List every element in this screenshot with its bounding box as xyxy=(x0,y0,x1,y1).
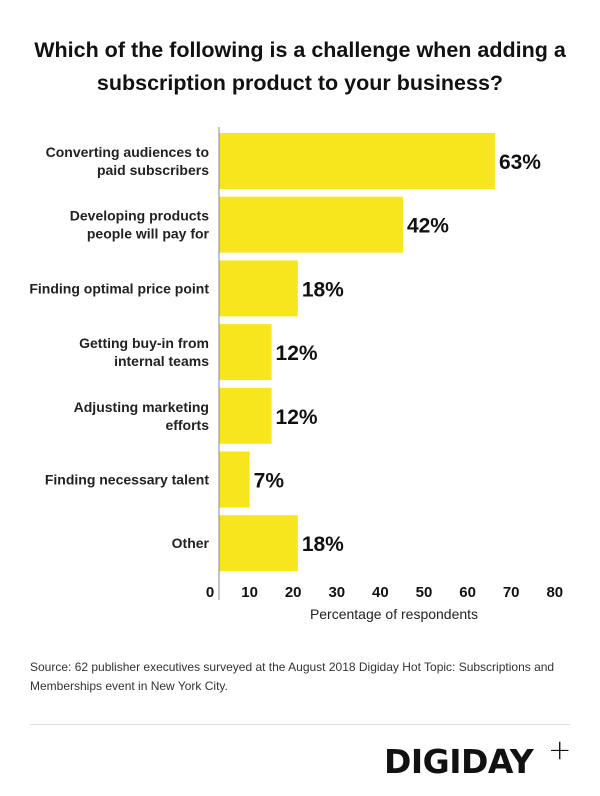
category-label-line: paid subscribers xyxy=(97,162,209,178)
category-label-line: efforts xyxy=(165,417,209,433)
category-label-line: people will pay for xyxy=(87,226,210,242)
data-label: 12% xyxy=(276,342,318,365)
x-tick-label: 10 xyxy=(241,584,258,601)
data-label: 18% xyxy=(302,278,344,301)
category-label-line: Finding optimal price point xyxy=(29,280,209,296)
category-label-line: Converting audiences to xyxy=(46,144,209,160)
x-tick-label: 60 xyxy=(459,584,476,601)
data-label: 18% xyxy=(302,533,344,556)
category-label: Converting audiences to paid subscribers xyxy=(46,144,210,178)
bar xyxy=(219,133,495,189)
x-tick-label: 50 xyxy=(416,584,433,601)
plus-icon: + xyxy=(548,733,572,766)
digiday-logo: DIGIDAY xyxy=(384,742,534,781)
x-tick-label: 20 xyxy=(285,584,302,601)
data-label: 42% xyxy=(407,215,449,238)
x-tick-label: 0 xyxy=(206,584,214,601)
source-note: Source: 62 publisher executives surveyed… xyxy=(30,660,555,693)
bar xyxy=(219,515,298,572)
x-tick-label: 80 xyxy=(546,584,563,601)
category-label-line: Getting buy-in from xyxy=(79,335,209,351)
category-label-line: Developing products xyxy=(70,208,209,224)
category-label-line: Adjusting marketing xyxy=(74,399,209,415)
category-label: Adjusting marketing efforts xyxy=(74,399,210,433)
category-label-line: Other xyxy=(172,535,210,551)
chart-title: Which of the following is a challenge wh… xyxy=(34,38,566,95)
data-label: 63% xyxy=(499,151,541,174)
x-axis-title: Percentage of respondents xyxy=(310,606,478,622)
bar xyxy=(219,324,272,381)
x-tick-label: 40 xyxy=(372,584,389,601)
divider xyxy=(30,724,570,725)
category-label: Finding optimal price point xyxy=(29,280,209,296)
bar xyxy=(219,387,272,444)
category-label: Getting buy-in from internal teams xyxy=(79,335,209,369)
category-label-line: internal teams xyxy=(114,353,209,369)
category-label-line: Finding necessary talent xyxy=(45,472,209,488)
bar xyxy=(219,260,298,317)
category-label: Finding necessary talent xyxy=(45,472,209,488)
data-label: 12% xyxy=(276,406,318,429)
x-tick-label: 70 xyxy=(503,584,520,601)
data-label: 7% xyxy=(254,470,285,493)
bar xyxy=(219,196,403,253)
bar xyxy=(219,451,250,508)
x-tick-label: 30 xyxy=(328,584,345,601)
category-label: Developing products people will pay for xyxy=(70,208,210,242)
category-label: Other xyxy=(172,535,210,551)
